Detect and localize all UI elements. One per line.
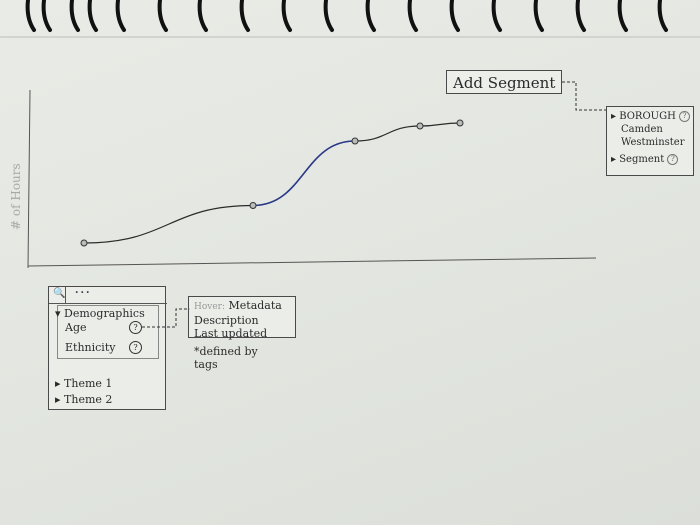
- age-help-icon[interactable]: ?: [129, 321, 142, 334]
- add-segment-label: Add Segment: [453, 74, 556, 92]
- metadata-connector: [142, 308, 190, 328]
- borough-filter[interactable]: ▸ BOROUGH ?: [611, 110, 690, 123]
- search-icon: 🔍: [53, 288, 66, 299]
- demographics-toggle[interactable]: ▾ Demographics: [55, 307, 145, 320]
- data-point[interactable]: [351, 137, 359, 145]
- search-bar[interactable]: 🔍 ...: [49, 285, 167, 304]
- hover-label: Hover:: [194, 302, 226, 312]
- age-item[interactable]: Age: [65, 321, 87, 334]
- metadata-tooltip: Hover: Metadata Description Last updated: [188, 296, 296, 340]
- data-point[interactable]: [80, 239, 88, 247]
- segment-connector: [562, 81, 606, 111]
- series-line: [83, 122, 461, 244]
- ethnicity-help-icon[interactable]: ?: [129, 341, 142, 354]
- highlighted-segment[interactable]: [252, 140, 356, 207]
- metadata-title: Metadata: [228, 299, 282, 312]
- help-icon[interactable]: ?: [679, 111, 690, 122]
- search-divider: [65, 287, 66, 303]
- data-point[interactable]: [456, 119, 464, 127]
- metadata-last-updated: Last updated: [194, 327, 268, 340]
- paper-edge: [0, 36, 700, 38]
- spiral-binding: [25, 0, 668, 32]
- y-axis-label: # of Hours: [9, 163, 23, 230]
- theme-2-toggle[interactable]: ▸ Theme 2: [55, 393, 113, 406]
- filter-panel: 🔍 ... ▾ Demographics Age ? Ethnicity ? ▸…: [48, 285, 167, 410]
- borough-value-2[interactable]: Westminster: [621, 137, 685, 148]
- data-point[interactable]: [249, 202, 257, 209]
- y-axis: [27, 89, 31, 269]
- ethnicity-item[interactable]: Ethnicity: [65, 341, 116, 354]
- theme-1-toggle[interactable]: ▸ Theme 1: [55, 377, 113, 390]
- segment-panel: ▸ BOROUGH ? Camden Westminster ▸ Segment…: [606, 106, 694, 176]
- add-segment-button[interactable]: Add Segment: [446, 70, 562, 94]
- segment-filter[interactable]: ▸ Segment ?: [611, 153, 689, 166]
- tags-note: *defined by tags: [194, 345, 258, 371]
- search-input[interactable]: ...: [75, 285, 92, 296]
- metadata-description: Description: [194, 314, 259, 327]
- borough-value-1[interactable]: Camden: [621, 124, 663, 135]
- demographics-group: [57, 305, 159, 359]
- data-point[interactable]: [416, 122, 424, 130]
- help-icon[interactable]: ?: [667, 154, 679, 165]
- x-axis: [27, 257, 597, 267]
